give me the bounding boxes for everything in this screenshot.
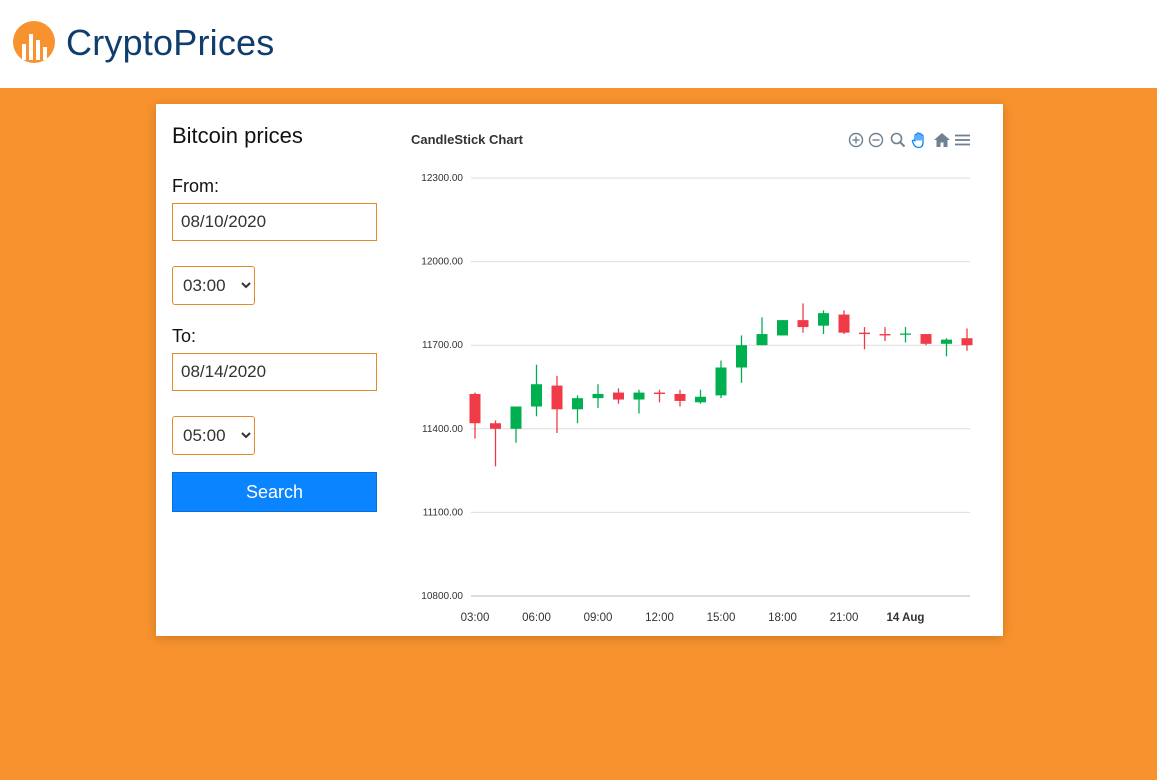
candle[interactable] — [674, 389, 686, 407]
form-title: Bitcoin prices — [172, 123, 303, 148]
site-header: CryptoPrices — [0, 0, 1157, 88]
candle-body — [859, 332, 870, 335]
candle[interactable] — [469, 392, 481, 439]
candle-body — [633, 392, 645, 400]
candle[interactable] — [592, 384, 604, 408]
candle-body — [920, 334, 932, 344]
candle[interactable] — [633, 389, 645, 414]
candle-body — [469, 393, 481, 424]
candle[interactable] — [490, 420, 501, 467]
candle-body — [736, 345, 747, 368]
y-tick-label: 12000.00 — [421, 257, 463, 268]
candle[interactable] — [900, 327, 911, 343]
candle[interactable] — [654, 389, 665, 403]
logo-text[interactable]: CryptoPrices — [66, 22, 275, 63]
candle[interactable] — [838, 310, 850, 335]
candle[interactable] — [941, 338, 952, 357]
x-tick-label: 18:00 — [768, 612, 797, 624]
from-date-input[interactable] — [172, 203, 377, 241]
menu-icon[interactable] — [953, 130, 973, 150]
x-tick-label: 12:00 — [645, 612, 674, 624]
candle-body — [695, 396, 706, 403]
candle[interactable] — [756, 317, 768, 346]
candle-body — [592, 393, 604, 399]
x-tick-label: 03:00 — [461, 612, 490, 624]
candle-body — [715, 367, 727, 396]
candle[interactable] — [818, 310, 829, 335]
candle[interactable] — [551, 375, 563, 433]
x-tick-label: 21:00 — [830, 612, 859, 624]
candle[interactable] — [961, 328, 973, 351]
candle-body — [613, 392, 624, 400]
candle-body — [674, 393, 686, 401]
zoom-in-icon[interactable] — [846, 130, 866, 150]
candle-body — [818, 313, 829, 326]
candle-body — [510, 406, 522, 429]
x-tick-label: 14 Aug — [887, 612, 925, 624]
candle-body — [654, 392, 665, 394]
pan-hand-icon[interactable] — [909, 130, 929, 150]
zoom-selection-icon[interactable] — [888, 130, 908, 150]
candle-body — [879, 334, 891, 336]
candle[interactable] — [797, 303, 809, 333]
home-reset-icon[interactable] — [932, 130, 952, 150]
candle[interactable] — [920, 334, 932, 346]
candle-body — [838, 314, 850, 333]
candle-body — [777, 320, 788, 336]
y-tick-label: 11100.00 — [423, 507, 464, 518]
candle-body — [490, 423, 501, 429]
candle[interactable] — [572, 395, 583, 424]
zoom-out-icon[interactable] — [866, 130, 886, 150]
candlestick-chart: 12300.00 12000.00 11700.00 11400.00 11100.00… — [421, 173, 973, 624]
to-date-input[interactable] — [172, 353, 377, 391]
candle-body — [797, 320, 809, 328]
y-tick-label: 10800.00 — [421, 591, 463, 602]
logo-icon[interactable] — [12, 20, 56, 64]
y-tick-label: 12300.00 — [421, 173, 463, 184]
candle-body — [531, 384, 542, 407]
candle[interactable] — [859, 327, 870, 350]
candle-body — [572, 398, 583, 410]
x-tick-label: 06:00 — [522, 612, 551, 624]
from-time-select[interactable]: 03:00 — [172, 266, 255, 305]
candle-body — [756, 334, 768, 346]
candle[interactable] — [531, 364, 542, 417]
x-tick-label: 09:00 — [584, 612, 613, 624]
candle-body — [961, 338, 973, 346]
prices-card: Bitcoin prices From: 03:00 To: 05:00 Sea… — [156, 104, 1003, 636]
candle[interactable] — [777, 320, 788, 336]
candle[interactable] — [715, 360, 727, 399]
candle-body — [900, 333, 911, 335]
candle-body — [551, 385, 563, 410]
y-tick-label: 11700.00 — [422, 340, 463, 351]
chart-title: CandleStick Chart — [411, 132, 523, 147]
candle[interactable] — [879, 327, 891, 342]
candle[interactable] — [736, 335, 747, 383]
from-label: From: — [172, 176, 219, 196]
candle[interactable] — [510, 406, 522, 443]
y-tick-label: 11400.00 — [422, 424, 463, 435]
to-time-select[interactable]: 05:00 — [172, 416, 255, 455]
candle[interactable] — [695, 389, 706, 404]
to-label: To: — [172, 326, 197, 346]
candle-body — [941, 339, 952, 344]
candle[interactable] — [613, 388, 624, 404]
x-tick-label: 15:00 — [707, 612, 736, 624]
search-button[interactable]: Search — [172, 472, 377, 512]
